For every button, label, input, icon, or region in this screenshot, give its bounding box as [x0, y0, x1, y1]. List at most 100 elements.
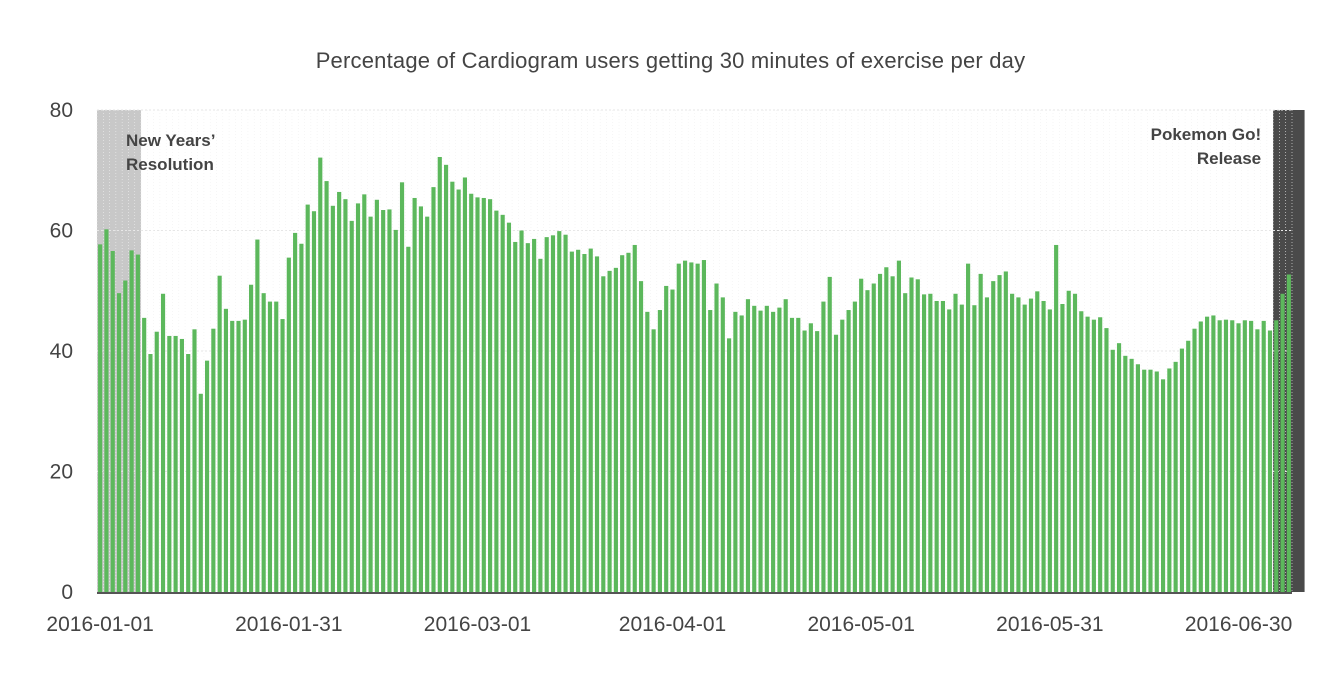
bars: [98, 156, 1291, 593]
bar: [1286, 274, 1291, 592]
bar: [777, 307, 782, 592]
bar: [789, 317, 795, 592]
bar: [890, 276, 895, 592]
bar: [1205, 316, 1210, 592]
bar: [550, 235, 556, 592]
bar: [783, 299, 788, 592]
bar: [192, 329, 197, 592]
bar: [412, 197, 417, 592]
bar: [557, 231, 562, 593]
bar: [532, 238, 537, 592]
bar: [651, 329, 656, 592]
bar: [620, 255, 625, 592]
bar: [1148, 369, 1153, 592]
bar: [506, 222, 512, 593]
bar: [1255, 329, 1260, 592]
bar: [1085, 316, 1090, 592]
bar: [299, 243, 304, 592]
bar: [1047, 309, 1052, 592]
bar: [1135, 364, 1140, 592]
bar: [305, 204, 310, 592]
bar: [160, 293, 166, 592]
bar: [966, 263, 971, 592]
bar: [796, 317, 801, 592]
bar: [223, 308, 229, 592]
gridlines: [96, 109, 1293, 592]
bar: [984, 297, 990, 592]
bar: [1091, 319, 1096, 592]
bar: [1016, 297, 1021, 592]
bar: [1129, 358, 1134, 592]
x-tick-label: 2016-03-01: [424, 613, 531, 636]
bar: [324, 181, 329, 592]
annotation-labels: New Years’ Resolution Pokemon Go! Release: [126, 125, 1261, 174]
bar: [1186, 340, 1191, 592]
bar: [330, 205, 335, 593]
bar: [1142, 369, 1147, 592]
bar: [701, 260, 707, 592]
bar: [582, 253, 587, 592]
bar: [274, 301, 279, 592]
bar: [179, 338, 184, 592]
bar: [249, 284, 254, 592]
bar: [745, 299, 751, 592]
bar: [500, 214, 505, 592]
bar: [708, 310, 713, 592]
bar: [1267, 330, 1273, 592]
bar: [764, 305, 769, 592]
bar: [739, 315, 744, 592]
bar: [1022, 304, 1027, 592]
bar: [727, 338, 732, 592]
bar: [311, 211, 317, 592]
x-tick-label: 2016-05-01: [807, 613, 914, 636]
bar: [337, 191, 342, 592]
bar: [481, 197, 486, 592]
chart-title: Percentage of Cardiogram users getting 3…: [315, 48, 1026, 73]
bar: [104, 229, 109, 593]
bar: [286, 257, 291, 592]
bar: [123, 280, 128, 592]
bar: [588, 248, 593, 592]
bar: [1179, 348, 1185, 592]
bar: [638, 281, 644, 592]
bar: [1160, 379, 1166, 592]
bar: [1028, 298, 1034, 592]
bar: [198, 393, 203, 592]
bar: [1110, 349, 1115, 592]
bar: [997, 275, 1002, 592]
bar: [645, 311, 650, 592]
bar: [821, 301, 826, 592]
bar: [877, 273, 883, 592]
bar: [1242, 320, 1247, 592]
bar: [1236, 323, 1241, 592]
bar: [840, 319, 845, 592]
bar: [991, 281, 996, 592]
bar: [1116, 343, 1122, 592]
bar: [689, 262, 694, 592]
bar: [682, 260, 688, 592]
bar: [538, 258, 543, 592]
bar: [1098, 317, 1103, 592]
bar: [217, 275, 222, 592]
bar: [431, 187, 436, 592]
bar: [418, 206, 423, 592]
bar: [978, 273, 983, 592]
bar: [1173, 361, 1178, 592]
bar: [752, 305, 757, 592]
bar: [921, 294, 927, 592]
bar: [1003, 271, 1008, 592]
bar: [230, 320, 235, 592]
bar: [399, 182, 405, 593]
x-tick-label: 2016-04-01: [619, 613, 726, 636]
bar: [934, 300, 939, 592]
bar: [494, 210, 499, 592]
bar: [865, 290, 870, 592]
bar: [142, 317, 147, 592]
bar: [808, 323, 813, 592]
x-tick-label: 2016-05-31: [996, 613, 1103, 636]
bar: [154, 331, 159, 592]
bar: [896, 260, 901, 592]
bar: [374, 199, 379, 592]
bar: [953, 293, 958, 592]
